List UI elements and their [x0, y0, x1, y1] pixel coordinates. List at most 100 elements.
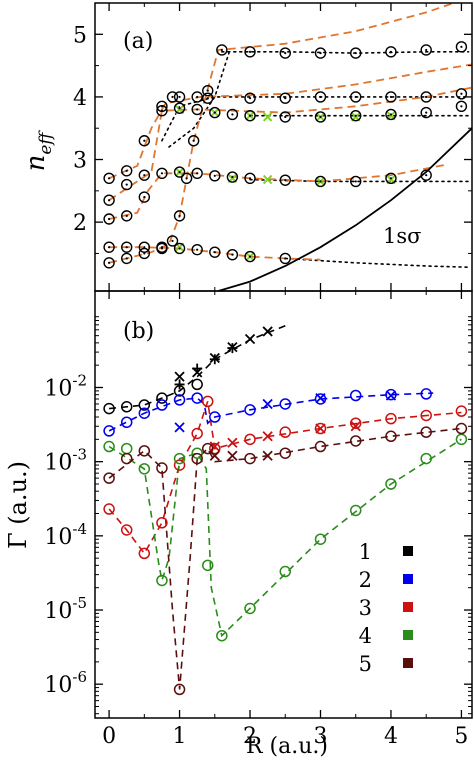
- series-3-circle-11: [349, 417, 362, 429]
- panel-a-circle-10: [244, 46, 256, 58]
- legend-label-4: 4: [359, 624, 372, 648]
- panel-a-ref-curve-5: [284, 257, 470, 269]
- panel-a-circle-65: [279, 92, 291, 104]
- panel-a-circle-dot-45: [178, 107, 181, 110]
- panel-a-circle-dot-23: [213, 251, 216, 254]
- panel-a-circle-dot-17: [107, 246, 111, 249]
- series-2-line: [108, 392, 434, 432]
- panel-a-circle-13: [350, 47, 362, 59]
- series-4-circle-1: [120, 442, 133, 455]
- series-2-circle-11: [385, 388, 397, 401]
- series-1-cross-5: [262, 326, 273, 337]
- legend-swatch-2: [403, 574, 413, 584]
- panel-a-circle-dot-51: [319, 115, 322, 119]
- panel-a-circle-70: [455, 88, 468, 100]
- panel-a-circle-dot-63: [206, 97, 209, 100]
- panel-b-ytick-exp-2: -4: [72, 520, 87, 538]
- series-2-circle-7: [244, 404, 256, 416]
- panel-a-circle-dot-37: [319, 180, 322, 183]
- panel-a-ref-curve-0: [168, 52, 230, 148]
- legend-label-2: 2: [359, 568, 372, 592]
- series-5-circle-4: [173, 683, 186, 696]
- series-3-cross-2: [262, 431, 273, 442]
- series-4-circle-10: [314, 533, 327, 545]
- panel-a-circle-dot-1: [125, 257, 128, 260]
- panel-a-circle-dot-26: [284, 257, 287, 260]
- panel-b-label: (b): [123, 319, 154, 344]
- panel-a-circle-dot-25: [248, 255, 252, 258]
- panel-a-fit-curve-3: [108, 86, 472, 201]
- series-5-circle-13: [455, 422, 468, 435]
- panel-a-circle-34: [226, 171, 239, 183]
- series-3-circle-0: [103, 503, 115, 515]
- legend-label-1: 1: [359, 540, 372, 564]
- panel-a-circle-dot-50: [284, 115, 287, 119]
- panel-a-ytick-label-0: 2: [73, 211, 87, 236]
- series-2-circle-9: [314, 393, 327, 405]
- x-axis: 0 1 2 3 4 5: [102, 3, 468, 749]
- series-2-circle-10: [349, 389, 362, 402]
- panel-a-circle-dot-16: [460, 45, 463, 48]
- panel-a-circle-dot-65: [284, 97, 287, 100]
- panel-a-circle-27: [103, 213, 115, 225]
- panel-a-circle-41: [103, 194, 115, 206]
- series-3-cross-0: [209, 441, 220, 452]
- x-axis-label: R (a.u.): [246, 734, 328, 759]
- panel-a-circle-49: [244, 109, 256, 122]
- panel-a-circle-11: [279, 47, 291, 59]
- panel-a-circle-dot-24: [231, 253, 234, 256]
- panel-a-circle-dot-13: [354, 51, 357, 55]
- panel-a-circle-64: [244, 92, 256, 104]
- x-tick-label-3: 3: [313, 724, 327, 749]
- panel-a-circle-dot-27: [107, 217, 111, 221]
- series-5-circle-7: [244, 452, 256, 465]
- series-1-plus-0: [174, 379, 185, 390]
- series-5-cross-0: [209, 450, 220, 461]
- panel-b-legend: 1 2 3 4 5: [359, 540, 413, 676]
- panel-a-circle-54: [420, 106, 432, 119]
- panel-a-circle-dot-9: [220, 48, 223, 52]
- panel-a-circle-0: [103, 257, 115, 269]
- panel-a-circle-67: [350, 91, 362, 103]
- series-5-circle-1: [120, 452, 133, 465]
- panel-a-circle-12: [314, 47, 327, 59]
- panel-b-ytick-exp-3: -5: [72, 594, 87, 612]
- series-3-circle-9: [279, 426, 292, 438]
- panel-a-circle-dot-14: [389, 50, 393, 53]
- series-3-circle-7: [209, 442, 221, 455]
- series-5-circle-3: [156, 462, 168, 474]
- panel-a-circle-18: [121, 241, 133, 253]
- panel-a-circle-63: [202, 92, 214, 104]
- panel-a-circle-45: [173, 102, 186, 114]
- x-tick-label-0: 0: [102, 724, 116, 749]
- panel-a-circle-dot-40: [425, 174, 428, 177]
- series-5-circle-2: [138, 445, 151, 457]
- panel-a-label: (a): [123, 29, 153, 54]
- panel-a-circle-9: [216, 44, 228, 56]
- legend-label-3: 3: [359, 596, 372, 620]
- panel-a-circle-dot-36: [284, 179, 287, 182]
- panel-a-ytick-label-3: 5: [73, 23, 87, 48]
- panel-b-ytick-label-2: 10-4: [44, 520, 87, 550]
- panel-a-circle-dot-68: [389, 95, 393, 99]
- panel-b-ytick-base-4: 10: [44, 673, 72, 698]
- series-3-circle-12: [385, 412, 397, 425]
- panel-a-circle-50: [279, 111, 291, 123]
- x-tick-label-1: 1: [173, 724, 187, 749]
- panel-a-circle-dot-10: [248, 50, 252, 53]
- panel-a-circle-43: [138, 169, 151, 181]
- panel-a-circle-29: [138, 191, 151, 203]
- series-3-cross-3: [315, 423, 326, 434]
- series-1-circle-5: [191, 378, 203, 391]
- panel-a-circle-47: [209, 106, 221, 119]
- panel-a-circle-dot-53: [389, 113, 393, 116]
- panel-a-circle-30: [156, 167, 168, 179]
- panel-a-circle-14: [385, 46, 397, 58]
- panel-a-cross-7: [262, 112, 273, 122]
- panel-a-circle-23: [209, 246, 221, 258]
- series-4-circle-5: [191, 447, 203, 459]
- legend-swatch-3: [403, 602, 413, 612]
- svg-text:neff: neff: [21, 130, 56, 172]
- series-4-circle-4: [173, 452, 186, 465]
